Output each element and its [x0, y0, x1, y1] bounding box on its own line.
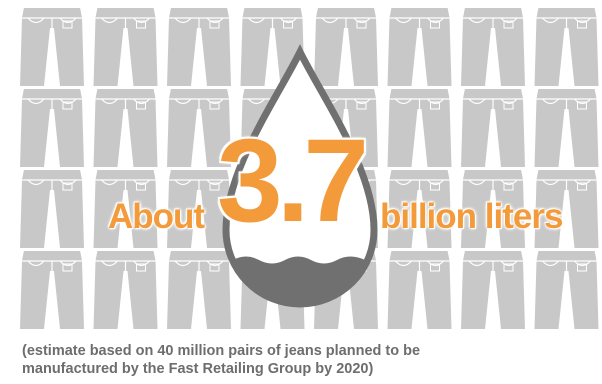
jeans-icon [460, 250, 526, 330]
jeans-icon [19, 88, 85, 168]
jeans-icon [19, 250, 85, 330]
jeans-icon [166, 169, 232, 249]
jeans-grid-illustration [19, 7, 600, 330]
jeans-icon [92, 88, 159, 168]
jeans-icon [460, 7, 526, 87]
jeans-icon [533, 169, 600, 249]
jeans-icon [92, 7, 159, 87]
water-drop-icon [222, 44, 378, 308]
jeans-icon [166, 7, 232, 87]
jeans-icon [386, 7, 453, 87]
caption-line-2: manufactured by the Fast Retailing Group… [22, 361, 374, 377]
jeans-icon [533, 7, 600, 87]
jeans-icon [386, 169, 453, 249]
jeans-icon [386, 250, 453, 330]
jeans-icon [166, 88, 232, 168]
jeans-icon [19, 169, 85, 249]
caption: (estimate based on 40 million pairs of j… [22, 342, 592, 378]
jeans-icon [166, 250, 232, 330]
caption-line-1: (estimate based on 40 million pairs of j… [22, 343, 421, 359]
jeans-icon [533, 88, 600, 168]
jeans-icon [92, 250, 159, 330]
jeans-icon [92, 169, 159, 249]
jeans-icon [460, 169, 526, 249]
jeans-icon [19, 7, 85, 87]
jeans-icon [386, 88, 453, 168]
jeans-icon [533, 250, 600, 330]
jeans-icon [460, 88, 526, 168]
jeans-icon [313, 7, 379, 87]
